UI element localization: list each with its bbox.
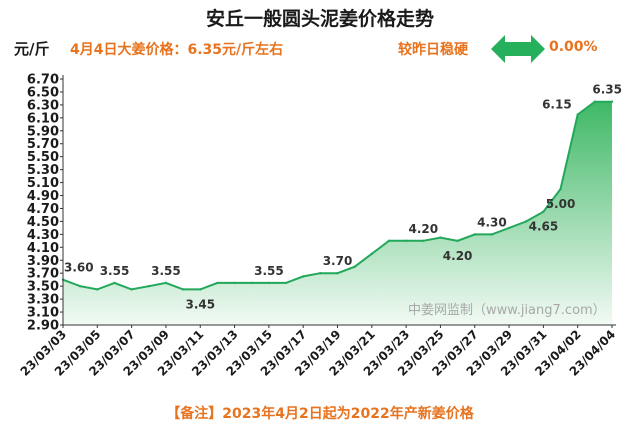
y-tick-label: 3.50 <box>27 280 59 295</box>
y-tick-label: 5.30 <box>27 163 59 178</box>
watermark: 中姜网监制（www.jiang7.com） <box>408 303 606 318</box>
data-point <box>525 220 528 223</box>
data-point <box>422 239 425 242</box>
data-label: 5.00 <box>546 197 576 211</box>
data-point <box>284 281 288 285</box>
chart-title: 安丘一般圆头泥姜价格走势 <box>205 8 434 30</box>
y-tick-label: 6.10 <box>27 111 59 126</box>
data-point <box>302 275 305 278</box>
data-point <box>336 272 339 275</box>
data-label: 6.35 <box>592 83 622 97</box>
data-label: 3.45 <box>185 297 215 311</box>
data-point <box>147 285 150 288</box>
data-point <box>130 288 133 291</box>
data-point <box>490 233 494 236</box>
y-tick-label: 6.30 <box>27 98 59 113</box>
data-label: 4.20 <box>443 249 473 263</box>
data-point <box>79 285 82 288</box>
data-label: 3.60 <box>64 261 94 275</box>
y-tick-label: 6.50 <box>27 85 59 100</box>
data-point <box>473 233 476 236</box>
price-note: 4月4日大姜价格：6.35元/斤左右 <box>70 42 284 58</box>
data-point <box>319 272 322 275</box>
data-point <box>404 239 408 242</box>
change-percent: 0.00% <box>549 39 598 55</box>
data-point <box>576 113 579 116</box>
unit-label: 元/斤 <box>14 40 50 58</box>
y-tick-label: 3.30 <box>27 293 59 308</box>
data-label: 3.55 <box>100 264 130 278</box>
y-tick-label: 5.10 <box>27 176 59 191</box>
compare-label: 较昨日稳硬 <box>398 42 468 58</box>
data-point <box>456 239 459 242</box>
data-point <box>439 236 442 239</box>
y-tick-label: 4.30 <box>27 228 59 243</box>
data-point <box>181 288 185 291</box>
y-tick-label: 4.90 <box>27 189 59 204</box>
data-point <box>353 265 356 268</box>
data-label: 6.15 <box>542 98 572 112</box>
y-tick-label: 3.90 <box>27 254 59 269</box>
y-tick-label: 5.90 <box>27 124 59 139</box>
data-point <box>96 288 99 291</box>
y-tick-label: 5.70 <box>27 137 59 152</box>
data-point <box>113 281 116 285</box>
data-point <box>507 226 511 230</box>
footer-note: 【备注】2023年4月2日起为2022年产新姜价格 <box>166 406 474 422</box>
data-point <box>199 288 202 291</box>
data-label: 3.70 <box>323 254 353 268</box>
y-tick-label: 3.70 <box>27 267 59 282</box>
data-label: 3.55 <box>151 264 181 278</box>
area-fill <box>63 101 612 325</box>
y-tick-label: 6.70 <box>27 73 59 88</box>
data-point <box>370 252 373 255</box>
data-point <box>164 281 168 285</box>
y-tick-label: 2.90 <box>27 319 59 334</box>
y-tick-label: 5.50 <box>27 150 59 165</box>
y-tick-label: 4.50 <box>27 215 59 230</box>
data-point <box>387 239 391 242</box>
data-point <box>610 100 614 103</box>
data-point <box>250 281 253 285</box>
y-tick-label: 4.10 <box>27 241 59 256</box>
data-point <box>559 187 562 191</box>
data-label: 4.65 <box>529 220 559 234</box>
y-tick-label: 3.10 <box>27 306 59 321</box>
double-arrow-icon <box>491 35 545 63</box>
data-label: 4.20 <box>408 222 438 236</box>
data-label: 3.55 <box>254 264 284 278</box>
data-point <box>593 100 596 103</box>
data-point <box>542 210 545 213</box>
y-tick-label: 4.70 <box>27 202 59 217</box>
data-point <box>267 281 271 285</box>
data-point <box>233 281 236 285</box>
data-label: 4.30 <box>477 215 507 229</box>
data-point <box>216 281 219 285</box>
